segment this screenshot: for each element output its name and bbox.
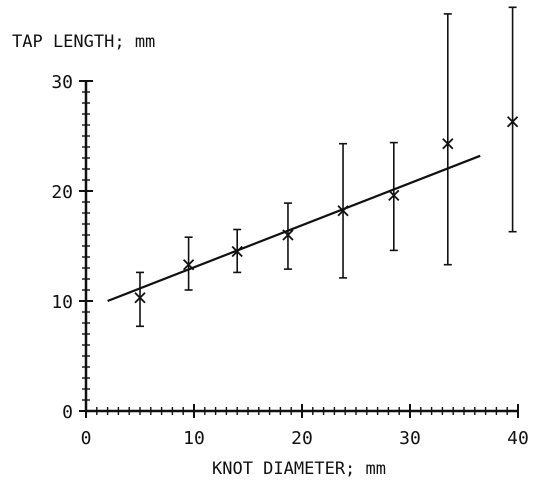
- x-marker: [337, 205, 349, 217]
- data-point: [506, 6, 519, 233]
- data-point: [442, 13, 454, 266]
- data-point: [182, 236, 195, 291]
- x-marker: [182, 259, 195, 271]
- data-point: [134, 271, 146, 328]
- data-point: [388, 141, 400, 252]
- fit-line: [107, 154, 481, 303]
- x-tick-label: 20: [291, 428, 313, 449]
- data-point: [337, 142, 349, 279]
- x-marker: [388, 189, 400, 202]
- x-marker: [231, 245, 243, 258]
- data-point: [231, 228, 243, 274]
- x-marker: [442, 138, 454, 150]
- axes: 0 10 20 30 40 0 10 20 30: [51, 72, 529, 449]
- y-tick-label: 0: [62, 402, 73, 423]
- x-marker: [282, 229, 294, 241]
- x-tick-label: 30: [399, 428, 421, 449]
- data-marks: [134, 6, 519, 328]
- y-tick-label: 10: [51, 292, 73, 313]
- y-tick-label: 30: [51, 72, 73, 93]
- x-marker: [506, 116, 519, 128]
- x-tick-label: 10: [183, 428, 205, 449]
- y-axis-title: TAP LENGTH; mm: [12, 32, 155, 52]
- x-axis-title: KNOT DIAMETER; mm: [212, 459, 386, 479]
- x-tick-label: 0: [81, 428, 92, 449]
- x-marker: [134, 292, 146, 304]
- fit-line-group: [107, 154, 481, 303]
- data-point: [282, 202, 294, 270]
- y-tick-label: 20: [51, 182, 73, 203]
- x-tick-label: 40: [507, 428, 529, 449]
